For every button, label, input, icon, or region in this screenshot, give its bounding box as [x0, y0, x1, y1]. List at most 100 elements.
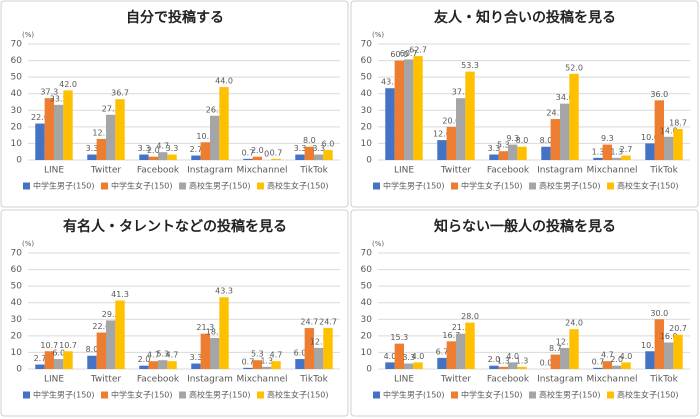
bar [517, 366, 527, 369]
x-tick-label: Twitter [90, 375, 121, 385]
value-label: 33.3 [50, 94, 68, 103]
bar [167, 154, 177, 160]
value-label: 1.3 [497, 356, 510, 365]
bar [593, 367, 603, 369]
value-label: 4.0 [506, 352, 519, 361]
bar [654, 100, 664, 160]
bar [252, 156, 262, 160]
y-tick-label: 70 [361, 249, 373, 259]
y-tick-label: 70 [361, 40, 373, 50]
value-label: 28.0 [461, 312, 479, 321]
bar [664, 136, 674, 160]
legend-swatch [607, 391, 614, 399]
bar [654, 319, 664, 369]
bar [243, 158, 253, 160]
y-tick-label: 50 [361, 73, 373, 83]
legend-swatch [179, 182, 186, 190]
x-tick-label: Instagram [187, 375, 233, 385]
panel [0, 209, 349, 417]
bar [262, 366, 272, 369]
x-tick-label: LINE [44, 166, 64, 176]
bar [148, 156, 158, 160]
value-label: 5.3 [497, 141, 510, 150]
bar [517, 146, 527, 160]
value-label: 6.0 [52, 349, 65, 358]
value-label: 36.0 [650, 90, 668, 99]
value-label: 34.0 [556, 93, 574, 102]
value-label: 4.0 [384, 352, 397, 361]
value-label: 37.3 [452, 88, 470, 97]
bar [158, 360, 168, 369]
value-label: 4.0 [620, 352, 633, 361]
value-label: 4.7 [601, 351, 614, 360]
value-label: 9.3 [506, 134, 519, 143]
bar [115, 300, 125, 369]
value-label: 4.7 [156, 142, 169, 151]
x-tick-label: TikTok [649, 166, 678, 176]
value-label: 36.7 [111, 89, 129, 98]
x-tick-label: Mixchannel [586, 166, 637, 176]
legend-label: 中学生男子(150) [33, 390, 95, 400]
bar [404, 59, 414, 160]
y-tick-label: 30 [361, 106, 373, 116]
bar [304, 328, 314, 369]
legend-label: 中学生女子(150) [111, 181, 173, 191]
bar [139, 154, 149, 160]
value-label: 3.3 [488, 144, 501, 153]
value-label: 62.7 [409, 46, 427, 55]
y-tick-label: 30 [11, 315, 23, 325]
bar [295, 359, 305, 369]
legend-swatch [373, 391, 380, 399]
bar [446, 341, 456, 369]
value-label: 3.3 [86, 144, 99, 153]
value-label: 15.3 [390, 333, 408, 342]
bar [271, 361, 281, 369]
y-tick-label: 30 [11, 106, 23, 116]
y-tick-label: 0 [16, 156, 22, 166]
bar [602, 361, 612, 369]
y-tick-label: 60 [11, 265, 23, 275]
legend-label: 高校生男子(150) [539, 181, 601, 191]
bar [508, 362, 518, 369]
bar [314, 154, 324, 160]
y-tick-label: 0 [366, 156, 372, 166]
bar [645, 351, 655, 369]
legend-swatch [529, 391, 536, 399]
bar [304, 146, 314, 160]
y-tick-label: 0 [16, 365, 22, 375]
value-label: 10.0 [641, 133, 659, 142]
bar [550, 119, 560, 160]
value-label: 26.7 [206, 105, 224, 114]
legend-label: 高校生女子(150) [617, 390, 679, 400]
value-label: 2.0 [147, 146, 160, 155]
bar [200, 333, 210, 369]
y-tick-label: 40 [11, 89, 23, 99]
legend-label: 中学生男子(150) [33, 181, 95, 191]
y-tick-label: 10 [361, 139, 373, 149]
legend-label: 高校生男子(150) [539, 390, 601, 400]
y-tick-label: 50 [361, 282, 373, 292]
x-tick-label: Instagram [537, 375, 583, 385]
value-label: 5.3 [251, 350, 264, 359]
legend-label: 中学生女子(150) [461, 390, 523, 400]
value-label: 27.3 [102, 104, 120, 113]
value-label: 24.7 [300, 318, 318, 327]
bar [437, 357, 447, 369]
value-label: 8.0 [303, 136, 316, 145]
bar [87, 355, 97, 369]
y-tick-label: 10 [11, 139, 23, 149]
chart-title: 自分で投稿する [126, 9, 224, 26]
legend-label: 高校生男子(150) [189, 181, 251, 191]
y-tick-label: 10 [11, 348, 23, 358]
value-label: 6.7 [436, 347, 449, 356]
bar [465, 322, 475, 369]
bar [139, 365, 149, 369]
value-label: 10.7 [40, 341, 58, 350]
y-tick-label: 70 [11, 249, 23, 259]
value-label: 24.7 [319, 318, 337, 327]
bar [673, 129, 683, 160]
bar [167, 361, 177, 369]
legend-swatch [179, 391, 186, 399]
value-label: 20.0 [442, 116, 460, 125]
